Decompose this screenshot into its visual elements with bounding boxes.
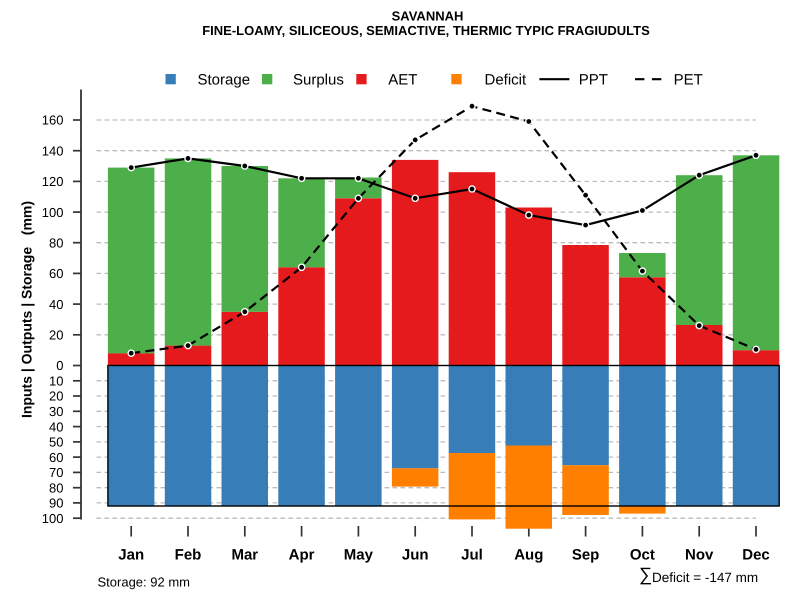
svg-text:Oct: Oct [630, 546, 655, 563]
svg-text:30: 30 [49, 404, 63, 419]
svg-text:Feb: Feb [175, 546, 202, 563]
svg-text:Nov: Nov [685, 546, 714, 563]
svg-text:100: 100 [42, 511, 64, 526]
svg-text:Aug: Aug [514, 546, 543, 563]
svg-text:PET: PET [674, 72, 703, 89]
svg-text:40: 40 [49, 297, 63, 312]
svg-text:Jan: Jan [118, 546, 144, 563]
svg-text:∑: ∑ [639, 564, 652, 585]
svg-text:Inputs | Outputs | Storage (: Inputs | Outputs | Storage (mm) [19, 201, 36, 418]
svg-text:Storage: Storage [198, 72, 251, 89]
svg-text:20: 20 [49, 389, 63, 404]
svg-text:60: 60 [49, 450, 63, 465]
svg-text:Dec: Dec [742, 546, 770, 563]
svg-text:Storage: 92 mm: Storage: 92 mm [98, 575, 191, 590]
svg-text:Sep: Sep [572, 546, 600, 563]
svg-text:Mar: Mar [231, 546, 258, 563]
svg-text:40: 40 [49, 419, 63, 434]
svg-text:PPT: PPT [579, 72, 608, 89]
svg-text:AET: AET [388, 72, 417, 89]
svg-text:Jul: Jul [461, 546, 483, 563]
svg-text:60: 60 [49, 266, 63, 281]
svg-text:Apr: Apr [289, 546, 315, 563]
svg-text:0: 0 [56, 358, 63, 373]
svg-text:120: 120 [42, 174, 64, 189]
svg-text:SAVANNAH: SAVANNAH [392, 8, 464, 23]
svg-text:160: 160 [42, 113, 64, 128]
svg-text:Surplus: Surplus [293, 72, 344, 89]
svg-text:Deficit = -147 mm: Deficit = -147 mm [652, 570, 758, 585]
svg-text:20: 20 [49, 328, 63, 343]
svg-text:50: 50 [49, 435, 63, 450]
svg-text:FINE-LOAMY, SILICEOUS, SEMIACT: FINE-LOAMY, SILICEOUS, SEMIACTIVE, THERM… [202, 23, 650, 38]
svg-text:Jun: Jun [402, 546, 429, 563]
svg-text:10: 10 [49, 374, 63, 389]
svg-text:80: 80 [49, 235, 63, 250]
svg-text:140: 140 [42, 143, 64, 158]
svg-text:100: 100 [42, 205, 64, 220]
svg-text:80: 80 [49, 480, 63, 495]
svg-text:70: 70 [49, 465, 63, 480]
svg-text:Deficit: Deficit [485, 72, 528, 89]
svg-text:90: 90 [49, 496, 63, 511]
svg-text:May: May [344, 546, 374, 563]
